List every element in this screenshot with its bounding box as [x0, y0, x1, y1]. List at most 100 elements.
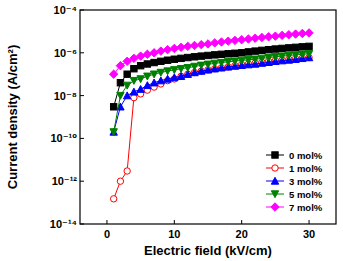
data-point: [124, 71, 130, 77]
y-tick: [80, 95, 84, 96]
data-point: [131, 66, 137, 72]
y-tick-label: 10⁻⁴: [54, 4, 77, 16]
data-point: [191, 54, 197, 60]
data-point: [184, 65, 191, 72]
data-point: [299, 44, 305, 50]
data-point: [109, 70, 117, 78]
series-line: [114, 46, 309, 106]
data-point: [198, 53, 204, 59]
data-point: [292, 44, 298, 50]
legend: 0 mol%1 mol%3 mol%5 mol%7 mol%: [266, 150, 323, 213]
data-point: [211, 60, 218, 67]
series-line: [114, 58, 309, 199]
data-point: [123, 82, 130, 89]
x-tick: [174, 220, 175, 224]
y-tick-label: 10⁻¹⁰: [50, 132, 77, 144]
y-tick-label: 10⁻¹²: [52, 175, 78, 187]
y-tick: [80, 181, 84, 182]
legend-marker: [271, 203, 279, 211]
data-point: [110, 128, 117, 135]
data-point: [225, 51, 231, 57]
data-point: [252, 48, 258, 54]
y-tick: [80, 224, 84, 225]
legend-label: 0 mol%: [289, 150, 323, 161]
data-point: [116, 61, 124, 69]
legend-label: 3 mol%: [289, 176, 323, 187]
data-point: [286, 45, 292, 51]
data-point: [150, 79, 157, 86]
data-point: [238, 50, 244, 56]
y-tick-label: 10⁻¹⁴: [50, 218, 77, 230]
x-tick: [241, 220, 242, 224]
data-point: [305, 51, 312, 58]
series: [110, 54, 312, 202]
data-point: [110, 129, 117, 136]
data-point: [150, 71, 157, 78]
data-point: [150, 49, 158, 57]
data-point: [171, 56, 177, 62]
data-point: [157, 77, 164, 84]
data-point: [272, 54, 279, 61]
data-point: [110, 196, 116, 202]
data-point: [137, 76, 144, 83]
series: [110, 43, 312, 110]
data-point: [164, 57, 170, 63]
data-point: [163, 45, 171, 53]
data-point: [191, 63, 198, 70]
data-point: [292, 52, 299, 59]
y-tick: [80, 138, 84, 139]
data-point: [171, 67, 178, 74]
data-point: [117, 92, 124, 99]
data-point: [164, 68, 171, 75]
y-tick-label: 10⁻⁶: [54, 47, 77, 59]
data-point: [204, 61, 211, 68]
data-point: [144, 61, 150, 67]
plot-frame: [80, 10, 336, 224]
data-point: [117, 178, 123, 184]
series-line: [114, 54, 309, 132]
data-point: [144, 82, 151, 89]
data-point: [232, 50, 238, 56]
data-point: [306, 43, 312, 49]
y-tick: [80, 10, 84, 11]
data-point: [177, 73, 184, 80]
data-point: [110, 104, 116, 110]
data-point: [198, 62, 205, 69]
data-point: [272, 46, 278, 52]
data-point: [143, 50, 151, 58]
data-point: [158, 58, 164, 64]
data-point: [130, 77, 137, 84]
series: [110, 54, 313, 135]
y-tick-label: 10⁻⁸: [54, 90, 77, 102]
data-point: [218, 59, 225, 66]
data-point: [279, 45, 285, 51]
data-point: [137, 62, 143, 68]
x-axis-label: Electric field (kV/cm): [144, 243, 272, 258]
data-point: [278, 53, 285, 60]
series: [109, 29, 313, 79]
data-point: [151, 59, 157, 65]
data-point: [265, 54, 272, 61]
series-line: [114, 33, 309, 74]
legend-marker: [272, 165, 278, 171]
data-point: [285, 52, 292, 59]
data-point: [225, 59, 232, 66]
legend-marker: [271, 177, 278, 184]
legend-marker: [271, 191, 278, 198]
legend-label: 7 mol%: [289, 202, 323, 213]
data-point: [136, 52, 144, 60]
x-tick-label: 30: [303, 228, 315, 240]
data-point: [177, 66, 184, 73]
chart: 010203010⁻¹⁴10⁻¹²10⁻¹⁰10⁻⁸10⁻⁶10⁻⁴Electr…: [0, 0, 343, 261]
series-line: [114, 58, 309, 132]
data-point: [185, 54, 191, 60]
data-point: [245, 57, 252, 64]
data-point: [212, 52, 218, 58]
y-tick: [80, 52, 84, 53]
data-point: [144, 73, 151, 80]
data-point: [157, 47, 165, 55]
plot-area: [109, 29, 313, 202]
data-point: [231, 58, 238, 65]
data-point: [130, 88, 137, 95]
data-point: [124, 168, 130, 174]
